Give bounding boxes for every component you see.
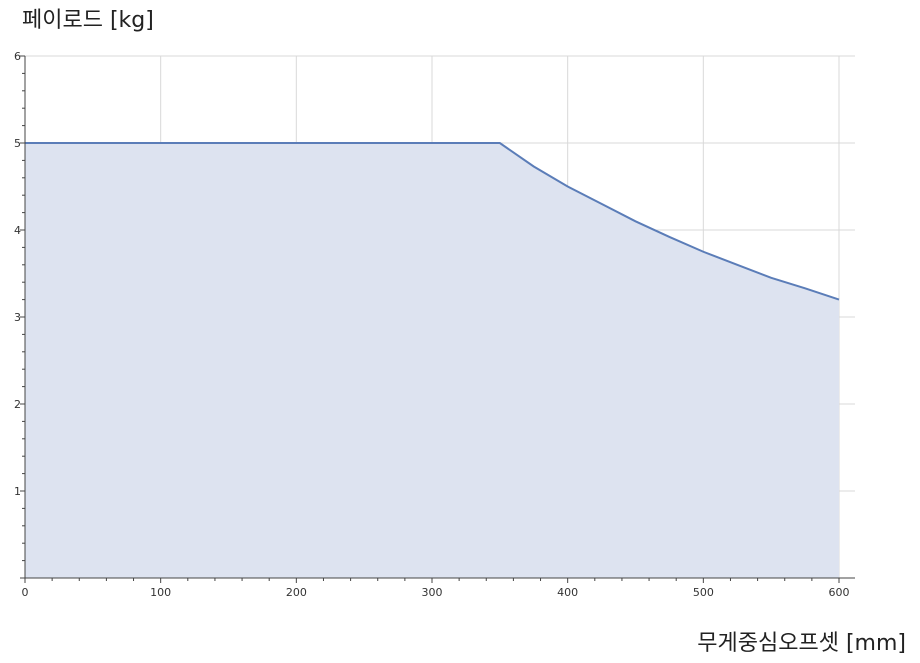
x-axis-title: 무게중심오프셋 [mm] [697, 631, 906, 656]
y-tick-label-5: 5 [14, 137, 21, 150]
y-tick-label-2: 2 [14, 398, 21, 411]
y-tick-label-1: 1 [14, 485, 21, 498]
x-tick-label-100: 100 [150, 586, 171, 599]
y-tick-label-6: 6 [14, 50, 21, 63]
x-tick-label-400: 400 [557, 586, 578, 599]
y-tick-label-3: 3 [14, 311, 21, 324]
x-tick-label-300: 300 [422, 586, 443, 599]
tick-labels: 0 100 200 300 400 500 600 1 2 3 4 5 6 [14, 50, 850, 599]
x-tick-label-200: 200 [286, 586, 307, 599]
y-axis-title: 페이로드 [kg] [22, 8, 154, 33]
tick-marks [20, 55, 840, 583]
x-tick-label-0: 0 [22, 586, 29, 599]
y-tick-label-4: 4 [14, 224, 21, 237]
x-tick-label-600: 600 [829, 586, 850, 599]
x-tick-label-500: 500 [693, 586, 714, 599]
series-area-fill [25, 143, 839, 578]
series-line [25, 142, 840, 301]
